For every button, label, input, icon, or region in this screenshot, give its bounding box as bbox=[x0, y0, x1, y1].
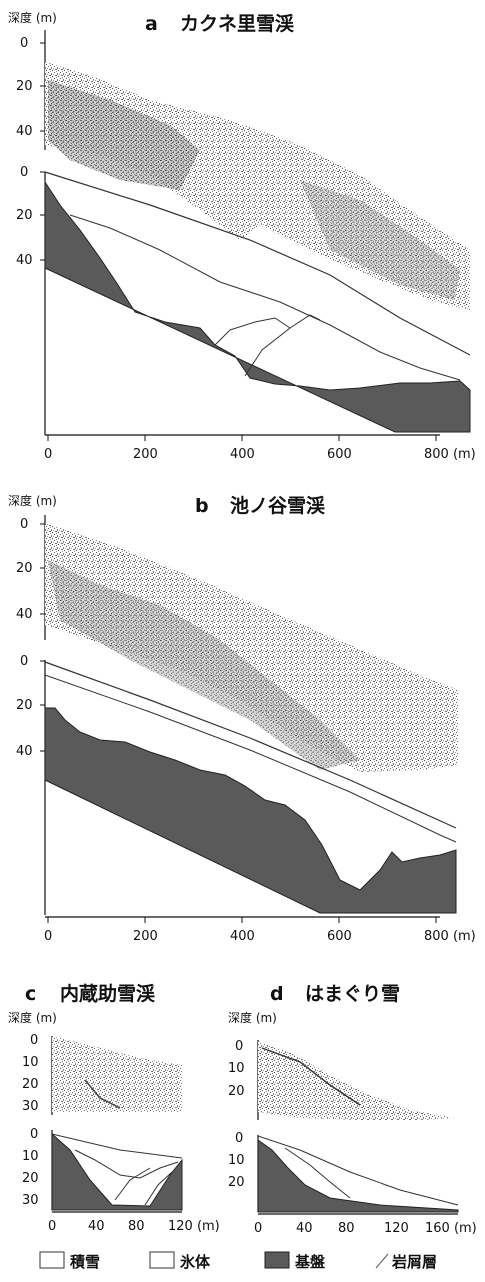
svg-text:20: 20 bbox=[16, 698, 33, 713]
svg-text:600: 600 bbox=[327, 929, 352, 944]
svg-text:800 (m): 800 (m) bbox=[424, 447, 476, 462]
panel-d-distance-axis: 0 40 80 120 160 (m) bbox=[254, 1213, 477, 1236]
svg-text:40: 40 bbox=[88, 1219, 105, 1234]
panel-b: b 池ノ谷雪渓 深度 (m) 0 20 40 0 20 40 bbox=[8, 493, 476, 944]
svg-text:10: 10 bbox=[228, 1153, 245, 1168]
svg-text:80: 80 bbox=[128, 1219, 145, 1234]
panel-c: c 内蔵助雪渓 深度 (m) 0 10 20 30 0 10 20 30 0 bbox=[8, 982, 220, 1234]
panel-a-title: カクネ里雪渓 bbox=[180, 12, 295, 35]
svg-text:0: 0 bbox=[30, 1127, 38, 1142]
svg-text:0: 0 bbox=[30, 1033, 38, 1048]
svg-text:0: 0 bbox=[254, 1221, 262, 1236]
svg-text:30: 30 bbox=[22, 1099, 39, 1114]
panel-b-distance-axis: 0 200 400 600 800 (m) bbox=[44, 916, 476, 944]
svg-text:20: 20 bbox=[22, 1077, 39, 1092]
svg-text:0: 0 bbox=[44, 447, 52, 462]
legend-swatch-debris bbox=[375, 1253, 389, 1269]
svg-text:20: 20 bbox=[22, 1171, 39, 1186]
panel-d-depth-label: 深度 (m) bbox=[228, 1010, 277, 1025]
svg-text:200: 200 bbox=[133, 447, 158, 462]
legend-label-snow: 積雪 bbox=[69, 1253, 100, 1271]
svg-text:120: 120 bbox=[384, 1221, 409, 1236]
legend-label-ice: 氷体 bbox=[180, 1253, 211, 1271]
svg-text:30: 30 bbox=[22, 1193, 39, 1208]
svg-text:80: 80 bbox=[338, 1221, 355, 1236]
svg-text:10: 10 bbox=[22, 1149, 39, 1164]
legend-label-debris: 岩屑層 bbox=[391, 1253, 437, 1271]
panel-b-letter: b bbox=[195, 495, 209, 517]
panel-c-depth-label: 深度 (m) bbox=[8, 1010, 57, 1025]
panel-b-title: 池ノ谷雪渓 bbox=[230, 494, 326, 517]
svg-text:20: 20 bbox=[16, 208, 33, 223]
legend-swatch-snow bbox=[39, 1251, 65, 1269]
legend-item-snow: 積雪 bbox=[39, 1251, 100, 1271]
legend-label-bedrock: 基盤 bbox=[294, 1253, 326, 1271]
panel-b-interpretation: 0 20 40 bbox=[16, 654, 457, 915]
svg-text:20: 20 bbox=[16, 561, 33, 576]
legend-item-ice: 氷体 bbox=[149, 1251, 211, 1271]
svg-text:0: 0 bbox=[20, 36, 28, 51]
panel-a-distance-axis: 0 200 400 600 800 (m) bbox=[44, 434, 476, 462]
legend: 積雪 氷体 基盤 岩屑層 bbox=[39, 1251, 437, 1271]
legend-swatch-ice bbox=[149, 1251, 175, 1269]
svg-text:120 (m): 120 (m) bbox=[168, 1219, 220, 1234]
svg-text:40: 40 bbox=[296, 1221, 313, 1236]
svg-text:20: 20 bbox=[228, 1175, 245, 1190]
svg-text:0: 0 bbox=[48, 1219, 56, 1234]
panel-d-radargram: 0 10 20 bbox=[228, 1039, 455, 1120]
svg-text:0: 0 bbox=[20, 654, 28, 669]
svg-text:40: 40 bbox=[16, 253, 33, 268]
svg-text:40: 40 bbox=[16, 124, 33, 139]
panel-d-title: はまぐり雪 bbox=[305, 983, 400, 1005]
svg-text:0: 0 bbox=[20, 165, 28, 180]
legend-item-debris: 岩屑層 bbox=[375, 1253, 437, 1271]
panel-d-interpretation: 0 10 20 bbox=[228, 1131, 459, 1213]
panel-a: a カクネ里雪渓 深度 (m) 0 20 40 0 20 40 bbox=[8, 10, 476, 462]
panel-c-distance-axis: 0 40 80 120 (m) bbox=[48, 1211, 220, 1234]
svg-text:800 (m): 800 (m) bbox=[424, 929, 476, 944]
panel-c-letter: c bbox=[25, 983, 36, 1005]
svg-text:10: 10 bbox=[22, 1055, 39, 1070]
panel-d: d はまぐり雪 深度 (m) 0 10 20 0 10 20 0 40 80 1… bbox=[228, 983, 477, 1236]
svg-text:160 (m): 160 (m) bbox=[425, 1221, 477, 1236]
svg-text:0: 0 bbox=[235, 1131, 243, 1146]
panel-a-radargram: 0 20 40 bbox=[16, 30, 470, 310]
panel-a-interpretation: 0 20 40 bbox=[16, 165, 471, 435]
legend-item-bedrock: 基盤 bbox=[264, 1251, 326, 1271]
panel-a-letter: a bbox=[145, 13, 158, 35]
svg-text:20: 20 bbox=[16, 79, 33, 94]
svg-text:40: 40 bbox=[16, 607, 33, 622]
svg-text:40: 40 bbox=[16, 744, 33, 759]
svg-text:200: 200 bbox=[133, 929, 158, 944]
svg-text:400: 400 bbox=[230, 447, 255, 462]
svg-text:0: 0 bbox=[20, 517, 28, 532]
panel-b-radargram: 0 20 40 bbox=[16, 515, 458, 772]
svg-text:0: 0 bbox=[44, 929, 52, 944]
svg-text:600: 600 bbox=[327, 447, 352, 462]
svg-text:400: 400 bbox=[230, 929, 255, 944]
panel-c-title: 内蔵助雪渓 bbox=[60, 982, 156, 1005]
legend-swatch-bedrock bbox=[264, 1251, 290, 1269]
panel-c-interpretation: 0 10 20 30 bbox=[22, 1127, 183, 1211]
panel-a-depth-label: 深度 (m) bbox=[8, 10, 57, 25]
svg-text:10: 10 bbox=[228, 1061, 245, 1076]
panel-b-depth-label: 深度 (m) bbox=[8, 493, 57, 508]
panel-c-radargram: 0 10 20 30 bbox=[22, 1033, 182, 1115]
svg-text:0: 0 bbox=[235, 1039, 243, 1054]
panel-d-letter: d bbox=[270, 983, 284, 1005]
svg-text:20: 20 bbox=[228, 1084, 245, 1099]
